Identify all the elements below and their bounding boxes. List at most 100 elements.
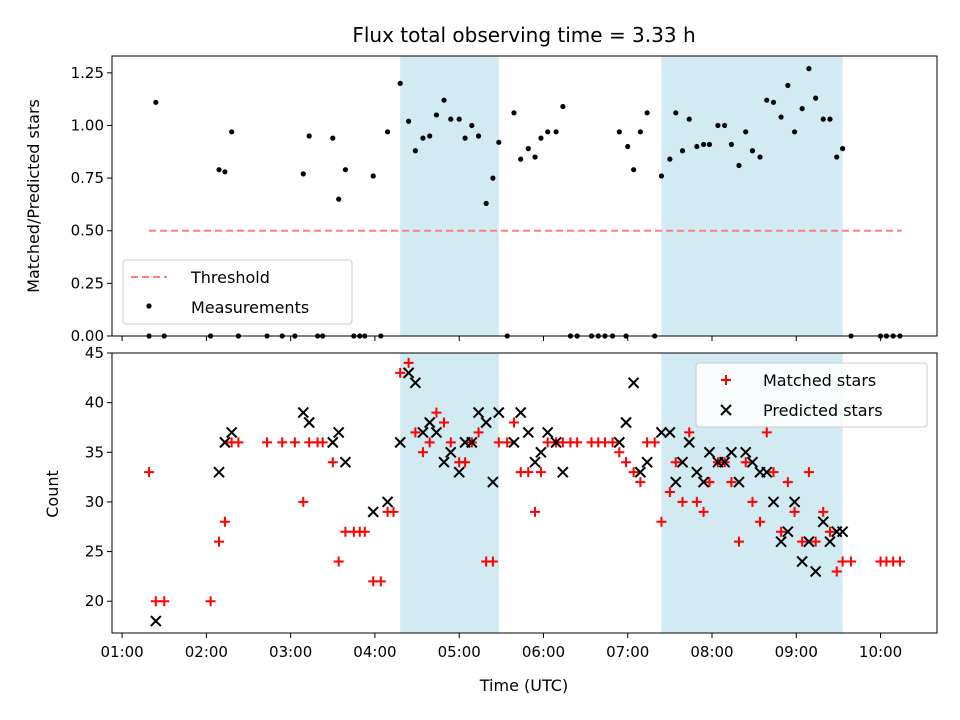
measurement-point	[475, 133, 482, 139]
legend-predicted-swatch	[720, 404, 732, 416]
measurement-point	[336, 196, 342, 202]
matched-star-marker	[831, 566, 842, 577]
predicted-star-marker	[225, 426, 238, 439]
predicted-star-marker	[303, 416, 315, 429]
top-y-axis-label: Matched/Predicted stars	[24, 99, 43, 293]
measurement-point	[840, 146, 846, 152]
measurement-point	[483, 200, 489, 206]
matched-star-marker	[304, 437, 315, 448]
predicted-star-marker	[746, 456, 759, 468]
measurement-point	[778, 114, 784, 120]
predicted-star-marker	[438, 456, 450, 468]
predicted-star-marker	[541, 426, 554, 439]
predicted-star-marker	[213, 466, 225, 478]
predicted-star-marker	[557, 466, 569, 478]
predicted-star-marker	[725, 446, 738, 458]
measurement-point	[545, 129, 551, 135]
measurement-point	[827, 116, 833, 122]
predicted-star-marker	[620, 416, 632, 429]
x-tick-label: 10:00	[859, 643, 902, 661]
measurement-point	[538, 135, 544, 141]
measurement-point	[496, 139, 502, 145]
predicted-star-marker	[733, 476, 745, 488]
matched-star-marker	[327, 457, 338, 468]
predicted-star-marker	[423, 416, 436, 429]
matched-star-marker	[846, 556, 857, 567]
matched-star-marker	[656, 516, 667, 527]
predicted-star-marker	[529, 456, 541, 468]
matched-star-marker	[410, 427, 421, 438]
measurement-point	[306, 133, 312, 139]
measurement-point	[412, 148, 418, 154]
y-tick-label: 30	[85, 493, 104, 511]
matched-star-marker	[824, 526, 835, 537]
y-tick-label: 20	[85, 592, 104, 610]
measurement-point	[728, 141, 734, 148]
matched-star-marker	[747, 496, 758, 507]
matched-star-marker	[359, 526, 370, 537]
predicted-star-marker	[466, 436, 478, 449]
matched-star-marker	[628, 467, 639, 478]
matched-star-marker	[740, 457, 751, 468]
plot-frame	[111, 352, 938, 634]
measurement-point	[553, 129, 559, 135]
legend-predicted-label: Predicted stars	[763, 401, 883, 420]
measurement-point	[667, 156, 673, 162]
measurement-point	[806, 66, 812, 72]
measurement-point	[300, 171, 306, 177]
measurement-point	[736, 162, 742, 169]
measurement-point	[448, 116, 454, 122]
predicted-star-marker	[417, 426, 429, 439]
measurement-point	[770, 99, 777, 105]
legend-box	[695, 362, 928, 428]
matched-star-marker	[776, 526, 787, 537]
predicted-star-marker	[782, 526, 794, 538]
measurement-point	[722, 122, 728, 129]
measurement-point	[694, 143, 700, 150]
measurement-point	[456, 116, 462, 122]
x-tick-label: 09:00	[775, 643, 818, 661]
chart-title: Flux total observing time = 3.33 h	[352, 23, 695, 47]
legend-box	[122, 259, 353, 325]
matched-star-marker	[395, 367, 406, 378]
matched-star-marker	[289, 437, 300, 448]
y-tick-label: 40	[85, 394, 104, 412]
matched-star-marker	[150, 596, 161, 607]
plot-frame	[111, 55, 938, 337]
predicted-star-marker	[508, 436, 520, 449]
matched-star-marker	[340, 526, 351, 537]
matched-star-marker	[487, 556, 498, 567]
predicted-star-marker	[150, 615, 162, 627]
y-tick-label: 1.00	[71, 116, 104, 134]
predicted-star-marker	[676, 456, 689, 468]
matched-star-marker	[403, 357, 414, 368]
measurement-point	[631, 167, 637, 173]
matched-star-marker	[277, 437, 288, 448]
measurement-point	[525, 146, 531, 152]
predicted-star-marker	[767, 496, 780, 508]
legend-threshold-label: Threshold	[190, 268, 270, 287]
matched-star-marker	[818, 506, 829, 517]
predicted-star-marker	[219, 436, 231, 449]
predicted-star-marker	[655, 426, 668, 439]
matched-star-marker	[424, 437, 435, 448]
predicted-star-marker	[493, 406, 505, 419]
x-tick-label: 03:00	[269, 643, 312, 661]
measurement-point	[330, 135, 336, 141]
measurement-point	[427, 133, 433, 139]
measurement-point	[469, 122, 475, 129]
measurement-point	[560, 103, 566, 110]
matched-star-marker	[803, 467, 814, 478]
measurement-point	[813, 95, 819, 101]
matched-star-marker	[607, 437, 618, 448]
y-tick-label: 45	[85, 344, 104, 362]
matched-star-marker	[375, 576, 386, 587]
measurement-point	[441, 97, 447, 103]
predicted-star-marker	[703, 446, 716, 458]
measurement-point	[706, 141, 713, 148]
matched-star-marker	[684, 427, 695, 438]
matched-star-marker	[508, 417, 519, 428]
matched-star-marker	[417, 447, 428, 458]
legend-matched-label: Matched stars	[763, 371, 876, 390]
